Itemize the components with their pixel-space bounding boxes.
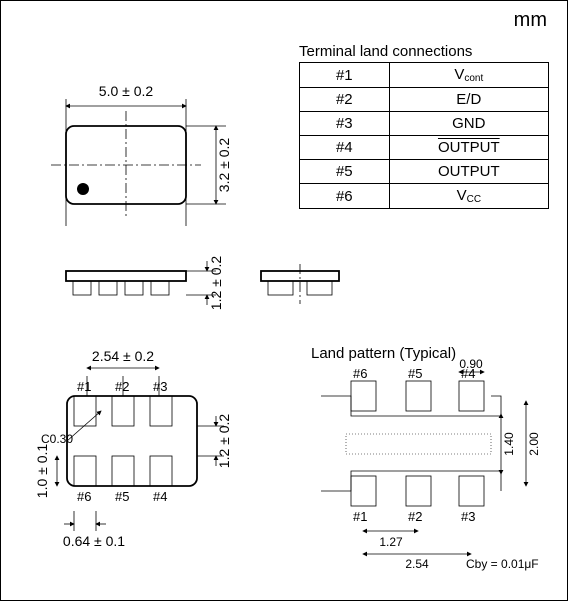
pin-cell: #3 [300, 112, 390, 136]
svg-text:#2: #2 [408, 509, 422, 524]
dim-side: 1.2 ± 0.2 [208, 256, 224, 310]
name-cell: OUTPUT [389, 136, 548, 160]
svg-text:#5: #5 [408, 366, 422, 381]
svg-text:#1: #1 [353, 509, 367, 524]
page: mm Terminal land connections #1Vcont #2E… [0, 0, 568, 601]
pin-cell: #1 [300, 63, 390, 88]
cby-note: Cby = 0.01μF [466, 557, 539, 571]
name-cell: VCC [389, 184, 548, 209]
pin1-dot [77, 183, 89, 195]
table-row: #6VCC [300, 184, 549, 209]
svg-text:#2: #2 [115, 379, 129, 394]
table-row: #2E/D [300, 88, 549, 112]
pin-cell: #5 [300, 160, 390, 184]
svg-text:#6: #6 [77, 489, 91, 504]
svg-text:2.00: 2.00 [527, 432, 541, 456]
svg-text:1.0 ± 0.1: 1.0 ± 0.1 [34, 444, 50, 499]
dim-width: 5.0 ± 0.2 [99, 83, 154, 99]
side-views: 1.2 ± 0.2 [31, 256, 381, 326]
table-row: #5OUTPUT [300, 160, 549, 184]
svg-text:1.27: 1.27 [379, 535, 403, 549]
svg-text:#3: #3 [461, 509, 475, 524]
dim-height: 3.2 ± 0.2 [216, 138, 232, 193]
name-cell: E/D [389, 88, 548, 112]
svg-text:1.2 ± 0.2: 1.2 ± 0.2 [216, 414, 232, 469]
land-title: Land pattern (Typical) [311, 346, 456, 362]
pin-cell: #2 [300, 88, 390, 112]
bottom-view: 2.54 ± 0.2 C0.30 #1 #2 #3 #6 #5 #4 1.2 ±… [19, 346, 269, 571]
pin-cell: #6 [300, 184, 390, 209]
name-cell: Vcont [389, 63, 548, 88]
table-row: #3GND [300, 112, 549, 136]
svg-text:#5: #5 [115, 489, 129, 504]
dim-pitch: 2.54 ± 0.2 [92, 348, 154, 364]
land-pattern: Land pattern (Typical) 0.90 #6 #5 #4 #1 … [291, 346, 566, 581]
unit-label: mm [514, 9, 547, 32]
name-cell: OUTPUT [389, 160, 548, 184]
terminal-table: Terminal land connections #1Vcont #2E/D … [299, 43, 549, 209]
svg-text:0.64 ± 0.1: 0.64 ± 0.1 [63, 533, 125, 549]
svg-text:2.54: 2.54 [405, 557, 429, 571]
svg-text:#4: #4 [153, 489, 167, 504]
table-row: #1Vcont [300, 63, 549, 88]
svg-text:#6: #6 [353, 366, 367, 381]
pads [74, 396, 172, 486]
top-view: 5.0 ± 0.2 3.2 ± 0.2 [31, 71, 261, 241]
table-title: Terminal land connections [299, 43, 549, 60]
svg-text:#1: #1 [77, 379, 91, 394]
svg-text:1.40: 1.40 [502, 432, 516, 456]
land-pads [321, 381, 501, 506]
svg-text:#3: #3 [153, 379, 167, 394]
pin-table: #1Vcont #2E/D #3GND #4OUTPUT #5OUTPUT #6… [299, 62, 549, 209]
svg-text:#4: #4 [461, 366, 475, 381]
table-row: #4OUTPUT [300, 136, 549, 160]
name-cell: GND [389, 112, 548, 136]
pin-cell: #4 [300, 136, 390, 160]
